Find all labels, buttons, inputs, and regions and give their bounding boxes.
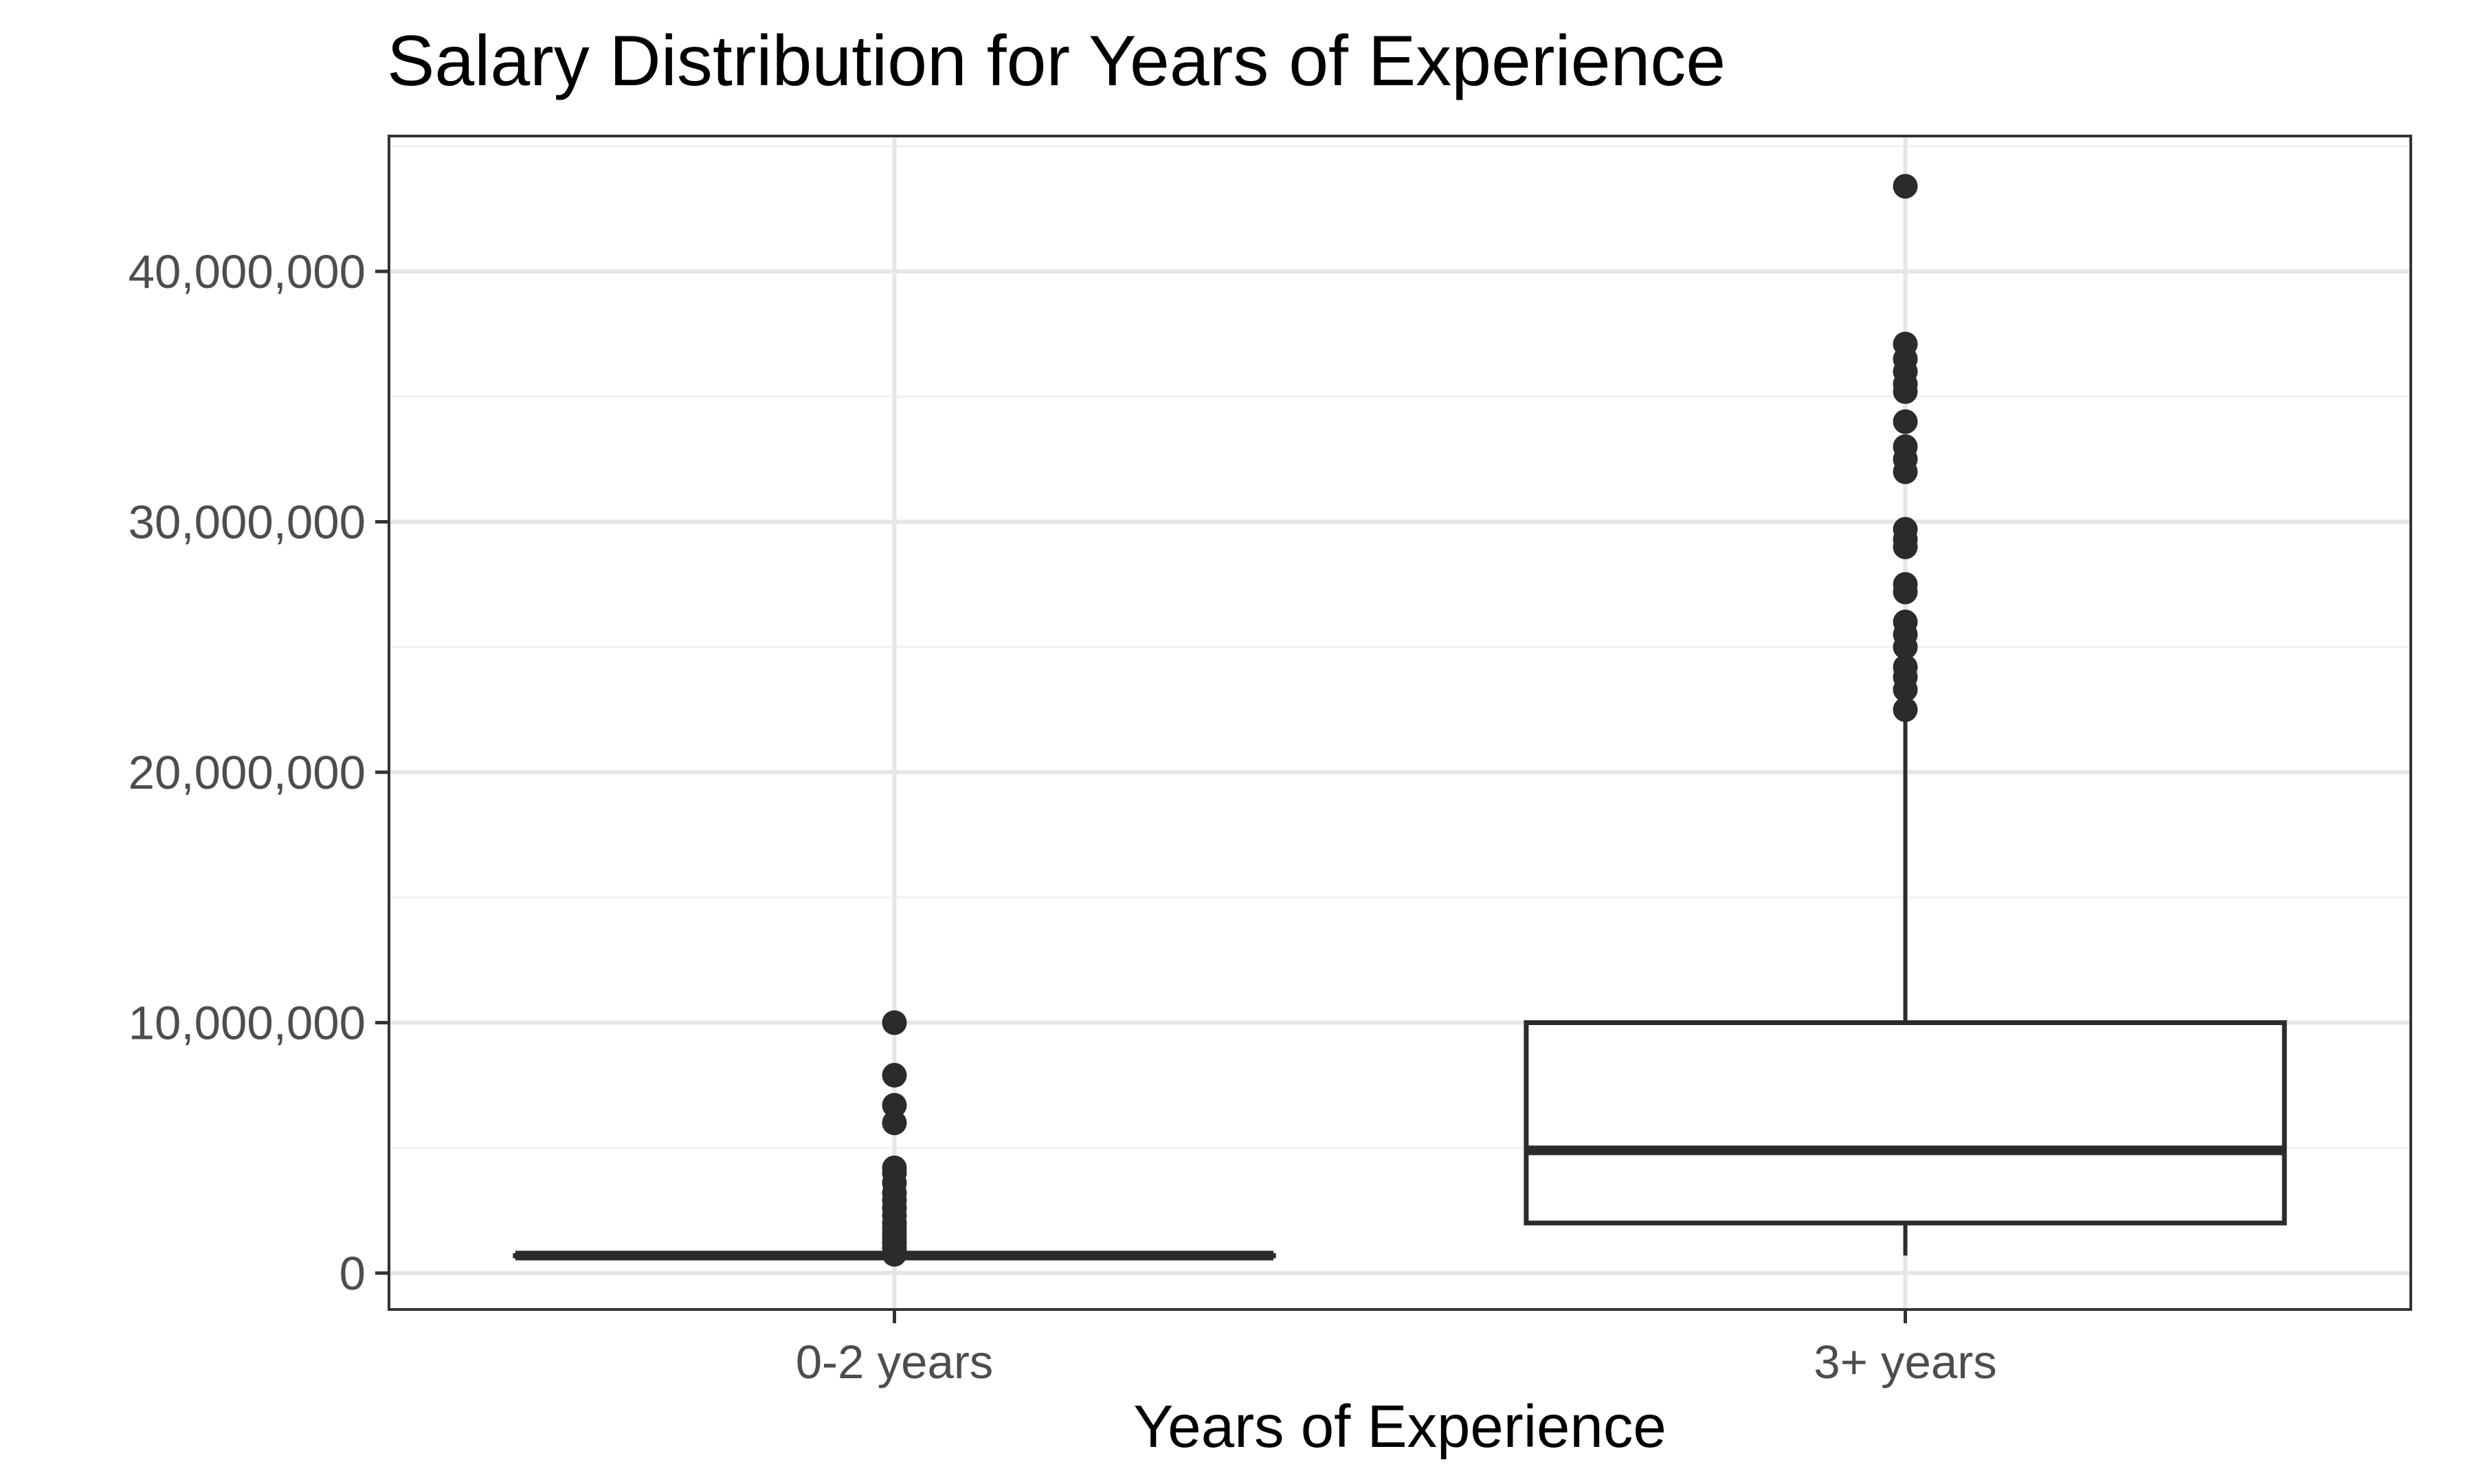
y-tick-label: 10,000,000 bbox=[129, 997, 366, 1050]
chart-title: Salary Distribution for Years of Experie… bbox=[387, 21, 1726, 101]
outlier-point bbox=[882, 1110, 907, 1136]
y-tick-label: 30,000,000 bbox=[129, 496, 366, 549]
box-junior bbox=[513, 1010, 1276, 1267]
outlier-point bbox=[1893, 697, 1918, 722]
x-tick-label: 0-2 years bbox=[796, 1336, 994, 1389]
outlier-point bbox=[1893, 174, 1918, 199]
box-plots bbox=[513, 174, 2287, 1267]
outlier-point bbox=[882, 1063, 907, 1088]
panel-border bbox=[388, 135, 2412, 1311]
outlier-point bbox=[1893, 654, 1918, 679]
outlier-point bbox=[1893, 572, 1918, 597]
outlier-point bbox=[1893, 517, 1918, 542]
y-tick-label: 20,000,000 bbox=[129, 746, 366, 799]
outlier-point bbox=[882, 1155, 907, 1180]
outlier-point bbox=[1893, 609, 1918, 635]
outlier-point bbox=[1893, 434, 1918, 460]
x-tick-label: 3+ years bbox=[1814, 1336, 1997, 1389]
outlier-point bbox=[1893, 409, 1918, 434]
y-tick-label: 0 bbox=[339, 1247, 366, 1300]
x-axis-title: Years of Experience bbox=[1133, 1393, 1666, 1460]
y-tick-label: 40,000,000 bbox=[129, 245, 366, 298]
outlier-point bbox=[882, 1010, 907, 1035]
x-axis: 0-2 years 3+ years bbox=[796, 1309, 1997, 1389]
outlier-point bbox=[1893, 331, 1918, 357]
box-body bbox=[1524, 1020, 2287, 1226]
y-axis: 0 10,000,000 20,000,000 30,000,000 40,000,00… bbox=[129, 245, 389, 1300]
box-senior bbox=[1524, 174, 2287, 1256]
outlier-point bbox=[882, 1092, 907, 1118]
